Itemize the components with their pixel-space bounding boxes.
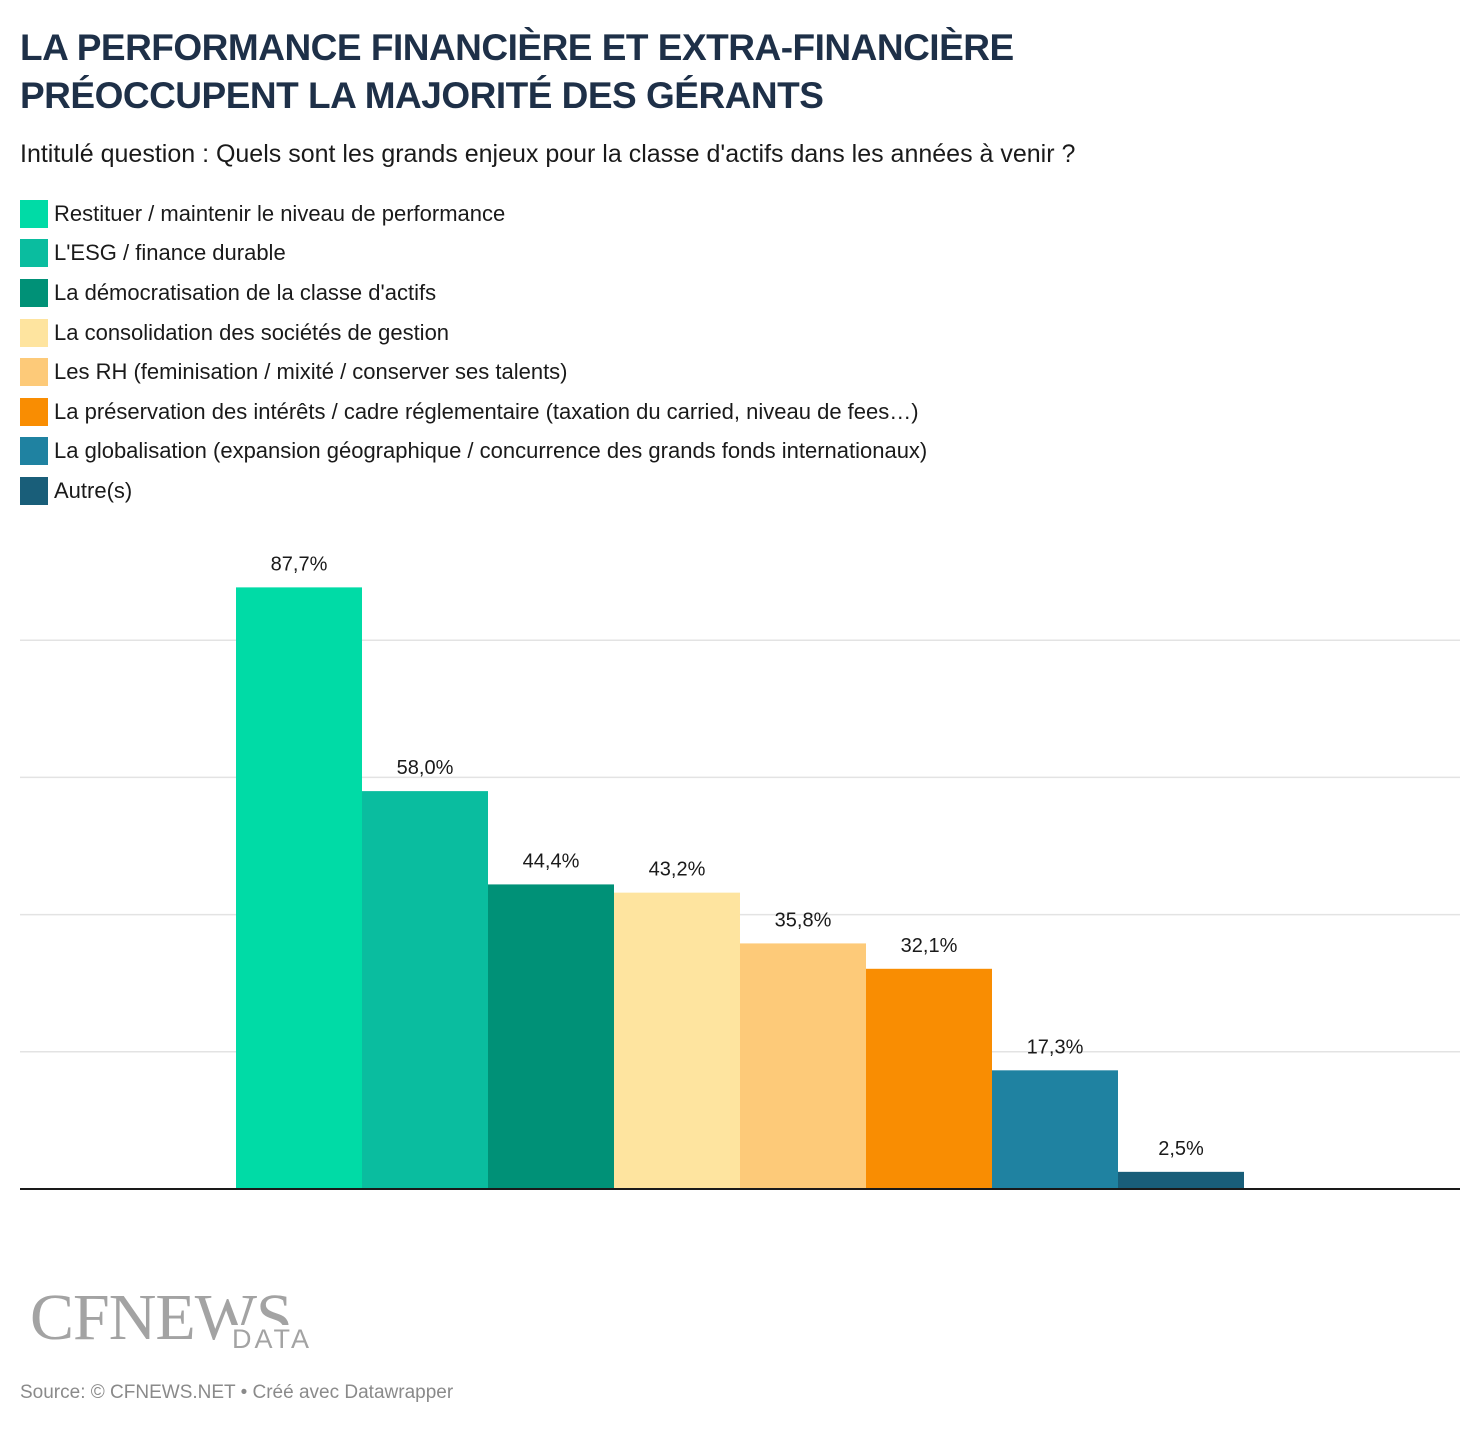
bar [362, 791, 488, 1189]
bar [992, 1070, 1118, 1189]
legend-swatch [20, 278, 48, 307]
legend-item: Restituer / maintenir le niveau de perfo… [20, 194, 927, 234]
chart-subtitle: Intitulé question : Quels sont les grand… [20, 140, 1076, 168]
legend-swatch [20, 199, 48, 228]
chart-legend: Restituer / maintenir le niveau de perfo… [20, 194, 927, 511]
bar [236, 587, 362, 1189]
legend-label: La globalisation (expansion géographique… [54, 438, 928, 464]
bar-value-label: 58,0% [397, 757, 454, 779]
legend-swatch [20, 239, 48, 268]
bar-value-label: 43,2% [649, 859, 706, 881]
legend-label: Autre(s) [54, 477, 133, 503]
legend-label: La préservation des intérêts / cadre rég… [54, 398, 919, 424]
legend-label: Les RH (feminisation / mixité / conserve… [54, 359, 568, 385]
bar-value-label: 44,4% [523, 850, 580, 872]
logo-subtext: DATA [228, 1325, 313, 1353]
legend-item: Les RH (feminisation / mixité / conserve… [20, 352, 927, 392]
legend-item: La démocratisation de la classe d'actifs [20, 273, 927, 313]
bar [614, 892, 740, 1189]
legend-swatch [20, 476, 48, 505]
bar-chart: 87,7% 58,0% 44,4% 43,2% 35,8% 32,1% 17,3% 2,5% [20, 553, 1460, 1190]
bar [866, 968, 992, 1189]
chart-title: LA PERFORMANCE FINANCIÈRE ET EXTRA-FINAN… [20, 24, 1320, 120]
legend-swatch [20, 358, 48, 387]
bar [1118, 1171, 1244, 1189]
bar [488, 884, 614, 1189]
legend-item: La consolidation des sociétés de gestion [20, 313, 927, 353]
legend-swatch [20, 318, 48, 347]
legend-item: L'ESG / finance durable [20, 234, 927, 274]
bar-value-label: 2,5% [1158, 1138, 1204, 1160]
legend-label: Restituer / maintenir le niveau de perfo… [54, 200, 506, 226]
legend-swatch [20, 437, 48, 466]
chart-title-line-1: LA PERFORMANCE FINANCIÈRE ET EXTRA-FINAN… [20, 27, 1014, 68]
legend-item: La préservation des intérêts / cadre rég… [20, 392, 927, 432]
bar-value-label: 32,1% [901, 935, 958, 957]
legend-label: L'ESG / finance durable [54, 240, 286, 266]
bar-value-label: 35,8% [775, 909, 832, 931]
bar-value-label: 17,3% [1027, 1036, 1084, 1058]
legend-item: Autre(s) [20, 471, 927, 511]
chart-title-line-2: PRÉOCCUPENT LA MAJORITÉ DES GÉRANTS [20, 75, 824, 116]
legend-swatch [20, 397, 48, 426]
bar [740, 943, 866, 1189]
legend-label: La démocratisation de la classe d'actifs [54, 279, 437, 305]
legend-item: La globalisation (expansion géographique… [20, 432, 927, 472]
legend-label: La consolidation des sociétés de gestion [54, 319, 450, 345]
cfnews-data-logo: CFNEWS DATA [30, 1285, 340, 1355]
bar-value-label: 87,7% [271, 553, 328, 575]
source-footer: Source: © CFNEWS.NET • Créé avec Datawra… [20, 1382, 454, 1403]
